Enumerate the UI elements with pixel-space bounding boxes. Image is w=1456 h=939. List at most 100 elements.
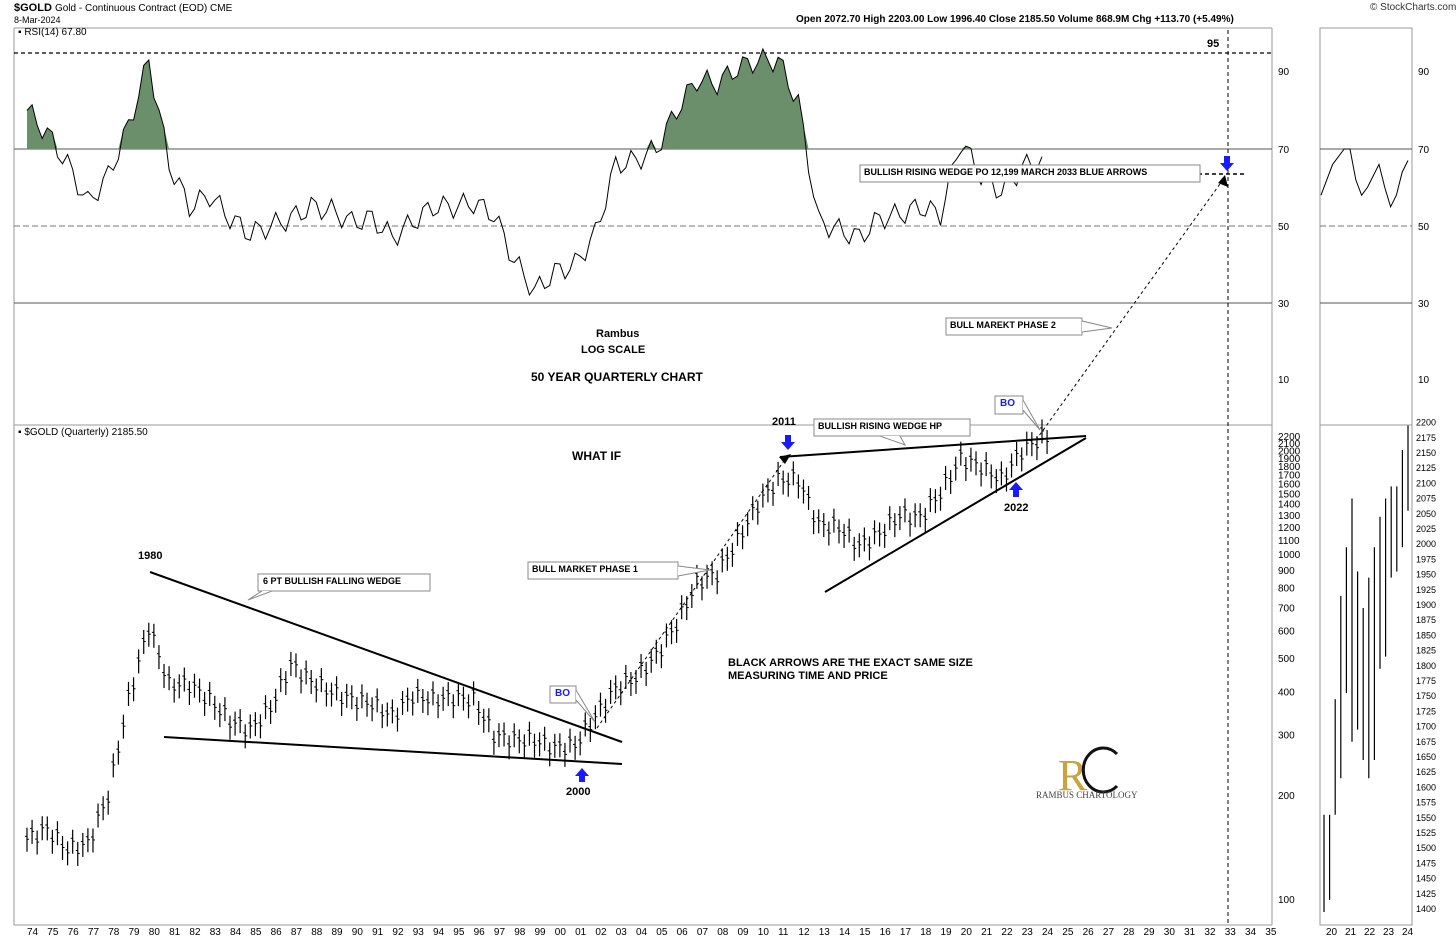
phase1-arrowhead <box>779 454 791 464</box>
falling-wedge-top <box>149 571 623 743</box>
inset-x-tick-label: 24 <box>1402 927 1414 938</box>
x-tick-label: 12 <box>798 927 810 938</box>
x-tick-label: 05 <box>656 927 668 938</box>
x-tick-label: 85 <box>250 927 262 938</box>
inset-price-tick-label: 1825 <box>1416 646 1436 656</box>
x-tick-label: 92 <box>392 927 404 938</box>
arrow-down-2033 <box>1220 156 1234 171</box>
inset-price-tick-label: 1925 <box>1416 585 1436 595</box>
price-tick-label: 1100 <box>1278 536 1300 547</box>
x-tick-label: 83 <box>210 927 222 938</box>
trend-lines <box>149 435 1087 765</box>
inset-price-tick-label: 1800 <box>1416 661 1436 671</box>
x-tick-label: 19 <box>941 927 953 938</box>
blue-arrows <box>575 156 1234 782</box>
bo-label-2022: BO <box>1000 398 1015 409</box>
phase2-projection <box>1035 176 1226 441</box>
inset-price-bars <box>1323 425 1409 912</box>
inset-price-tick-label: 1775 <box>1416 676 1436 686</box>
year-2000-label: 2000 <box>566 786 591 798</box>
inset-price-tick-label: 2025 <box>1416 524 1436 534</box>
rsi-tick-10: 10 <box>1278 375 1290 386</box>
rsi-tick-70: 70 <box>1278 145 1290 156</box>
x-tick-label: 96 <box>474 927 486 938</box>
inset-price-tick-label: 2075 <box>1416 494 1436 504</box>
rising-wedge-bottom <box>824 437 1087 593</box>
x-tick-label: 03 <box>616 927 628 938</box>
x-tick-label: 98 <box>514 927 526 938</box>
x-tick-label: 33 <box>1225 927 1237 938</box>
x-tick-label: 97 <box>494 927 506 938</box>
inset-price-tick-label: 2050 <box>1416 509 1436 519</box>
price-tick-label: 700 <box>1278 604 1295 615</box>
x-tick-label: 30 <box>1164 927 1176 938</box>
falling-wedge-bottom <box>163 736 623 765</box>
arrows-note-2: MEASURING TIME AND PRICE <box>728 670 888 682</box>
inset-rsi-line <box>1320 148 1409 209</box>
falling-wedge-box <box>257 573 431 592</box>
falling-wedge-label: 6 PT BULLISH FALLING WEDGE <box>263 576 402 586</box>
rising-wedge-hp-label: BULLISH RISING WEDGE HP <box>818 421 943 431</box>
inset-price-tick-label: 1850 <box>1416 630 1436 640</box>
x-tick-label: 25 <box>1062 927 1074 938</box>
x-tick-label: 22 <box>1001 927 1013 938</box>
x-tick-label: 86 <box>271 927 283 938</box>
price-tick-label: 1500 <box>1278 489 1301 500</box>
inset-rsi-tick-50: 50 <box>1418 222 1430 233</box>
x-tick-label: 95 <box>453 927 465 938</box>
x-tick-label: 11 <box>778 927 789 938</box>
callout-boxes <box>247 164 1201 723</box>
ohlc-readout: Open 2072.70 High 2203.00 Low 1996.40 Cl… <box>796 14 1234 25</box>
inset-rsi-tick-30: 30 <box>1418 299 1430 310</box>
rambus-title: Rambus <box>596 328 640 340</box>
x-tick-label: 84 <box>230 927 242 938</box>
inset-x-tick-label: 23 <box>1383 927 1395 938</box>
year-2011-label: 2011 <box>772 416 796 428</box>
inset-price-tick-label: 1975 <box>1416 554 1436 564</box>
brand-stockcharts: © StockCharts.com <box>1370 2 1456 13</box>
x-tick-label: 02 <box>595 927 607 938</box>
x-tick-label: 01 <box>575 927 587 938</box>
x-tick-label: 34 <box>1245 927 1257 938</box>
price-tick-label: 1200 <box>1278 523 1301 534</box>
price-tick-label: 1800 <box>1278 462 1301 473</box>
price-tick-label: 800 <box>1278 584 1295 595</box>
x-tick-label: 29 <box>1144 927 1156 938</box>
bo-label-2000: BO <box>555 688 570 699</box>
price-tick-label: 2100 <box>1278 439 1301 450</box>
x-tick-label: 08 <box>717 927 729 938</box>
x-tick-label: 88 <box>311 927 323 938</box>
inset-x-axis: 20 21 22 23 24 <box>1326 927 1414 938</box>
price-tick-label: 1400 <box>1278 500 1301 511</box>
price-tick-label: 2000 <box>1278 446 1301 457</box>
inset-x-tick-label: 21 <box>1345 927 1357 938</box>
x-tick-label: 99 <box>535 927 547 938</box>
inset-price-tick-label: 1550 <box>1416 813 1436 823</box>
x-tick-label: 91 <box>372 927 384 938</box>
inset-price-tick-label: 1425 <box>1416 889 1436 899</box>
x-tick-label: 27 <box>1103 927 1115 938</box>
inset-price-tick-label: 1900 <box>1416 600 1436 610</box>
inset-price-tick-label: 1650 <box>1416 752 1436 762</box>
rsi-series <box>26 47 1043 297</box>
x-tick-label: 31 <box>1184 927 1196 938</box>
x-tick-label: 24 <box>1042 927 1054 938</box>
x-tick-label: 93 <box>413 927 425 938</box>
x-tick-label: 79 <box>129 927 141 938</box>
price-tick-label: 1600 <box>1278 480 1301 491</box>
inset-price-tick-label: 1725 <box>1416 706 1436 716</box>
price-axis: 1002003004005006007008009001000110012001… <box>1278 432 1301 906</box>
price-tick-label: 400 <box>1278 687 1295 698</box>
symbol-description: Gold - Continuous Contract (EOD) CME <box>54 3 233 14</box>
price-tick-label: 300 <box>1278 730 1295 741</box>
logo-text: RAMBUS CHARTOLOGY <box>1036 790 1138 800</box>
inset-panel-frame <box>1319 27 1413 926</box>
inset-price-tick-label: 1950 <box>1416 570 1436 580</box>
x-tick-label: 21 <box>981 927 993 938</box>
inset-rsi-series <box>1320 148 1409 209</box>
x-tick-label: 89 <box>332 927 344 938</box>
inset-price-tick-label: 1700 <box>1416 722 1436 732</box>
inset-x-tick-label: 20 <box>1326 927 1338 938</box>
inset-price-tick-label: 1500 <box>1416 843 1436 853</box>
x-tick-label: 35 <box>1265 927 1277 938</box>
